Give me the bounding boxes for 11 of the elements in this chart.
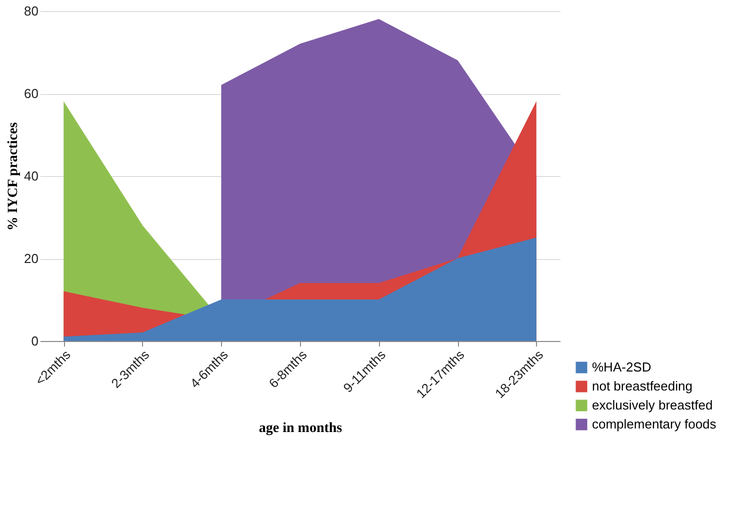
y-axis-title: % IYCF practices (6, 122, 22, 231)
legend-label: not breastfeeding (592, 378, 692, 394)
y-tick-label: 80 (24, 4, 38, 18)
x-axis-title: age in months (258, 421, 343, 436)
y-tick-label: 60 (24, 86, 38, 101)
y-tick-label: 0 (31, 334, 38, 348)
legend-label: %HA-2SD (592, 360, 652, 374)
y-tick-label: 40 (24, 168, 38, 184)
legend-label: complementary foods (592, 416, 717, 432)
y-tick-label: 20 (24, 251, 38, 266)
legend-label: exclusively breastfed (592, 398, 713, 412)
